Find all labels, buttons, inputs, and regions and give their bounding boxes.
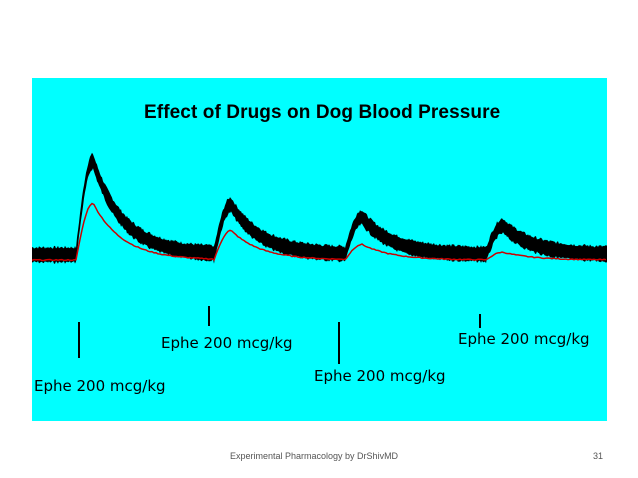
annotation-marker-2 (208, 306, 210, 326)
pressure-trace (32, 152, 607, 264)
annotation-marker-4 (479, 314, 481, 328)
mean-pressure-line (32, 202, 607, 262)
annotation-marker-3 (338, 322, 340, 364)
annotation-label-3: Ephe 200 mcg/kg (314, 367, 446, 385)
annotation-label-1: Ephe 200 mcg/kg (34, 377, 166, 395)
annotation-marker-1 (78, 322, 80, 358)
chart-title: Effect of Drugs on Dog Blood Pressure (144, 102, 501, 123)
footer-text: Experimental Pharmacology by DrShivMD (230, 451, 399, 461)
page-number: 31 (593, 451, 604, 461)
annotation-label-2: Ephe 200 mcg/kg (161, 334, 293, 352)
annotation-label-4: Ephe 200 mcg/kg (458, 330, 590, 348)
chart-panel: Effect of Drugs on Dog Blood Pressure Ep… (32, 78, 607, 421)
chart-svg (32, 152, 607, 264)
